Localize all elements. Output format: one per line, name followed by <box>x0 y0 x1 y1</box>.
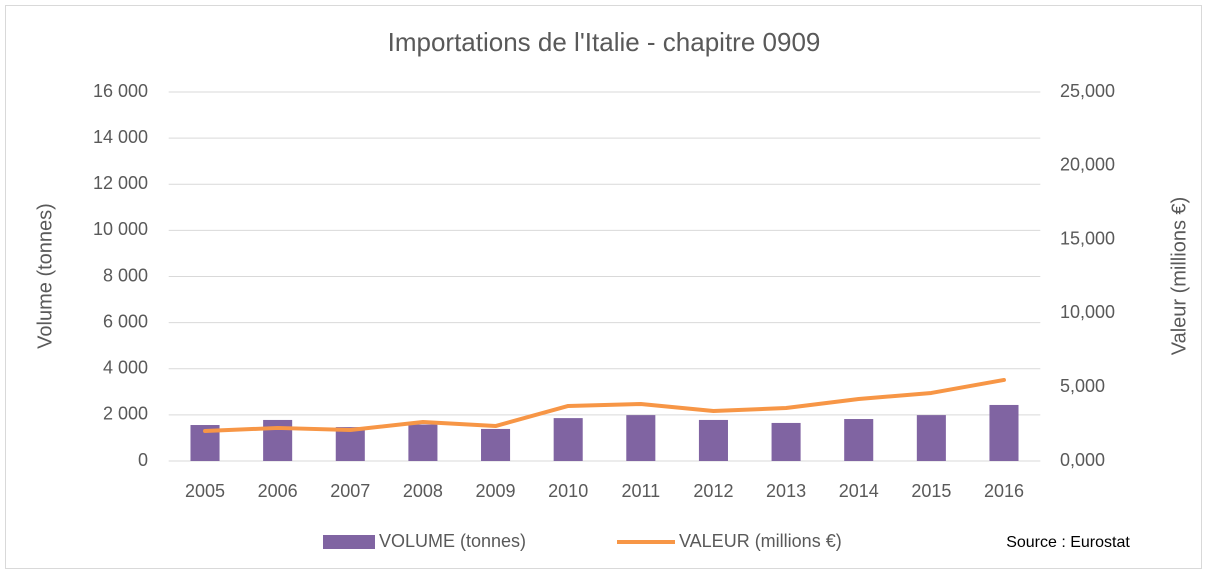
line <box>203 377 1006 434</box>
legend-label: VALEUR (millions €) <box>679 531 842 551</box>
bar <box>916 415 946 461</box>
bar <box>335 427 365 461</box>
x-tick-label: 2009 <box>476 481 516 501</box>
bar <box>626 415 656 461</box>
x-tick-label: 2016 <box>984 481 1024 501</box>
y-tick-label: 6 000 <box>103 311 148 331</box>
y2-tick-label: 20,000 <box>1060 155 1115 175</box>
x-tick-label: 2011 <box>621 481 660 501</box>
bar <box>481 428 511 461</box>
bar <box>698 419 728 461</box>
y-tick-label: 8 000 <box>103 265 148 285</box>
x-tick-label: 2015 <box>911 481 951 501</box>
bar <box>553 418 583 461</box>
x-tick-label: 2006 <box>258 481 298 501</box>
y2-axis-title: Valeur (millions €) <box>1168 197 1190 356</box>
x-tick-label: 2012 <box>693 481 733 501</box>
bar <box>989 404 1019 461</box>
y2-tick-label: 0,000 <box>1060 450 1105 470</box>
x-tick-label: 2007 <box>330 481 370 501</box>
bar <box>771 422 801 461</box>
y-tick-label: 14 000 <box>93 127 148 147</box>
y-axis-title: Volume (tonnes) <box>34 203 56 349</box>
source-note: Source : Eurostat <box>1006 534 1130 551</box>
y2-tick-label: 5,000 <box>1060 376 1105 396</box>
legend-label: VOLUME (tonnes) <box>379 531 526 551</box>
x-tick-label: 2014 <box>839 481 879 501</box>
y-tick-label: 4 000 <box>103 358 148 378</box>
y2-tick-label: 10,000 <box>1060 302 1115 322</box>
y-tick-label: 12 000 <box>93 173 148 193</box>
x-tick-label: 2010 <box>548 481 588 501</box>
y-tick-label: 0 <box>138 450 148 470</box>
y-tick-label: 16 000 <box>93 81 148 101</box>
chart-border <box>5 5 1202 569</box>
x-tick-label: 2008 <box>403 481 443 501</box>
legend-swatch <box>323 535 375 549</box>
y-tick-label: 2 000 <box>103 404 148 424</box>
y2-tick-label: 15,000 <box>1060 228 1115 248</box>
bar <box>408 424 438 461</box>
chart-title: Importations de l'Italie - chapitre 0909 <box>388 27 821 57</box>
y2-tick-label: 25,000 <box>1060 81 1115 101</box>
bar <box>844 419 874 461</box>
x-tick-label: 2005 <box>185 481 225 501</box>
y-tick-label: 10 000 <box>93 219 148 239</box>
x-tick-label: 2013 <box>766 481 806 501</box>
